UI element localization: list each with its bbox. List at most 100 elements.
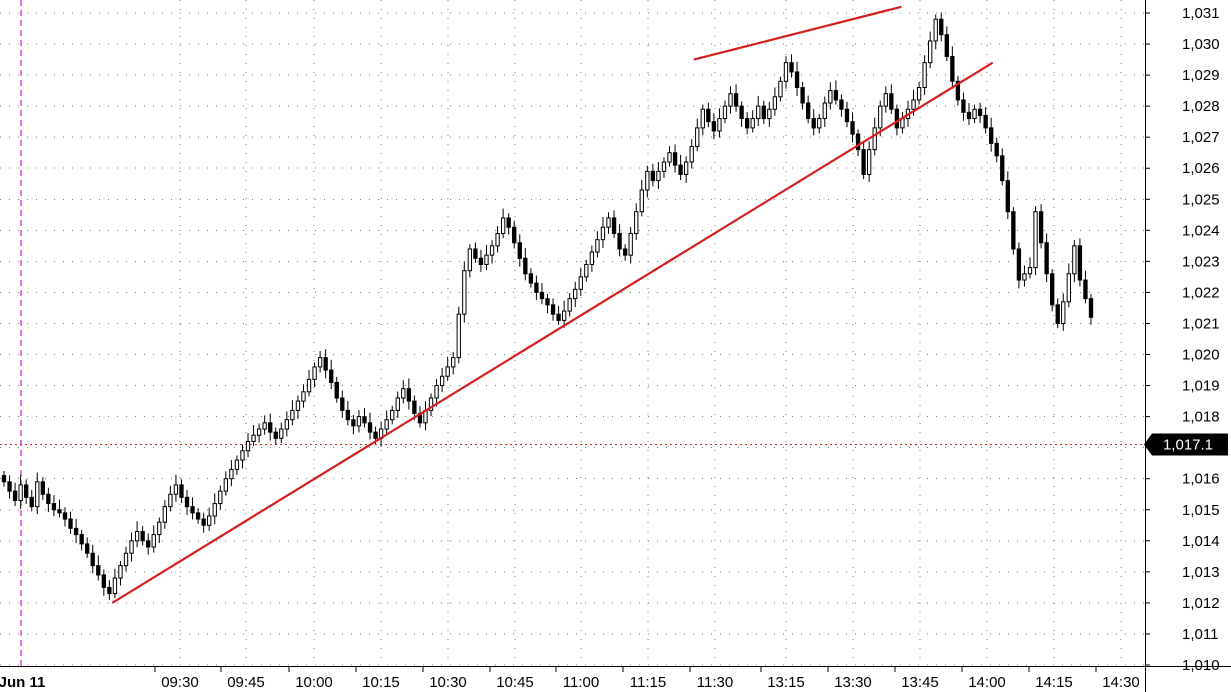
candle-body-down: [1016, 248, 1022, 281]
candle-body-down: [1000, 155, 1005, 182]
candle-body-up: [767, 108, 772, 120]
x-axis-labels: Jun 11 09:30 09:45 10:00 10:15 10:30 10:45 11:0…: [0, 674, 1140, 691]
candle-body-up: [656, 170, 661, 182]
candle-body-down: [1038, 211, 1044, 244]
candle-body-down: [351, 419, 356, 427]
candle-body-up: [35, 481, 40, 508]
candle-body-up: [916, 87, 922, 101]
candle-body-up: [18, 484, 23, 501]
candle-body-down: [733, 93, 739, 107]
candle-body-up: [129, 540, 134, 554]
candle-body-up: [866, 149, 872, 175]
candle-body-down: [805, 102, 811, 120]
y-tick-label: 1,025: [1182, 191, 1220, 208]
y-tick-label: 1,018: [1182, 409, 1220, 426]
candle-body-down: [329, 369, 334, 383]
candle-body-down: [672, 152, 678, 166]
candle-body-up: [1072, 245, 1077, 275]
x-tick-label: 10:00: [295, 674, 333, 691]
candle-body-up: [750, 118, 755, 129]
y-tick-label: 1,023: [1182, 253, 1220, 270]
candle-body-up: [883, 93, 888, 107]
candle-body-up: [462, 270, 467, 315]
candle-body-down: [412, 400, 417, 415]
candle-body-up: [439, 375, 445, 387]
x-tick-label: 09:30: [161, 674, 199, 691]
trendline-upper-resistance: [693, 5, 902, 61]
candle-body-down: [273, 431, 278, 439]
candle-body-up: [700, 108, 705, 129]
candle-body-up: [207, 515, 212, 526]
y-tick-label: 1,029: [1182, 67, 1220, 84]
candle-body-up: [828, 90, 833, 104]
x-tick-label: 10:45: [496, 674, 534, 691]
candle-body-up: [356, 416, 362, 427]
candle-body-down: [617, 232, 622, 250]
candle-body-down: [556, 313, 561, 321]
candle-body-down: [96, 565, 101, 576]
y-tick-label: 1,030: [1182, 36, 1220, 53]
candle-body-up: [218, 490, 223, 505]
candle-body-up: [567, 298, 572, 312]
candle-body-down: [939, 18, 944, 36]
candle-body-up: [667, 152, 672, 163]
y-tick-label: 1,015: [1182, 502, 1220, 519]
candle-body-down: [706, 108, 711, 123]
candle-body-up: [595, 239, 600, 253]
price-tag-label: 1,017.1: [1163, 437, 1213, 454]
candle-body-up: [489, 245, 495, 256]
candle-body-up: [778, 80, 783, 98]
candle-body-up: [639, 189, 644, 213]
candle-body-up: [689, 146, 694, 163]
x-tick-label: 10:30: [429, 674, 467, 691]
candle-body-up: [728, 93, 733, 107]
candle-body-up: [628, 232, 633, 256]
candle-body-up: [390, 409, 395, 421]
candle-body-down: [184, 496, 190, 508]
candle-body-down: [800, 87, 805, 104]
candle-body-up: [911, 99, 916, 110]
x-tick-label: 14:00: [968, 674, 1006, 691]
candle-body-down: [7, 481, 12, 492]
candle-body-up: [683, 161, 689, 175]
candle-body-up: [1027, 267, 1033, 275]
candle-body-down: [622, 248, 628, 256]
candle-body-up: [467, 248, 473, 272]
candle-body-down: [966, 111, 972, 120]
candle-body-down: [1077, 245, 1083, 281]
candle-body-up: [279, 428, 284, 439]
candle-body-down: [406, 388, 412, 402]
candle-body-down: [473, 248, 478, 259]
candle-body-down: [955, 80, 961, 101]
candle-body-down: [1055, 304, 1060, 324]
candle-body-up: [578, 276, 583, 290]
candle-body-up: [234, 459, 240, 470]
candle-body-down: [362, 416, 367, 424]
x-tick-label: 11:15: [630, 674, 666, 691]
candle-body-down: [90, 552, 95, 567]
candle-body-down: [678, 164, 683, 175]
x-tick-label-date: Jun 11: [0, 674, 45, 691]
candle-body-up: [695, 127, 700, 148]
y-tick-label: 1,020: [1182, 347, 1220, 364]
candle-body-down: [950, 55, 955, 82]
candle-body-down: [478, 257, 484, 265]
candle-body-down: [101, 574, 106, 588]
price-tag-box: [1144, 433, 1228, 456]
candle-body-down: [983, 114, 988, 129]
candle-body-down: [12, 490, 18, 501]
candle-body-up: [584, 263, 589, 278]
candle-body-down: [195, 512, 201, 520]
y-tick-label: 1,021: [1182, 315, 1220, 332]
candle-body-up: [878, 105, 883, 129]
y-tick-label: 1,010: [1182, 657, 1220, 674]
candle-body-down: [611, 217, 617, 234]
candle-body-up: [123, 552, 129, 567]
candle-body-down: [140, 530, 145, 542]
candle-body-up: [573, 288, 578, 300]
candle-body-down: [334, 381, 339, 399]
y-tick-label: 1,014: [1182, 533, 1220, 550]
candle-body-down: [539, 291, 545, 300]
candle-body-up: [245, 440, 251, 452]
